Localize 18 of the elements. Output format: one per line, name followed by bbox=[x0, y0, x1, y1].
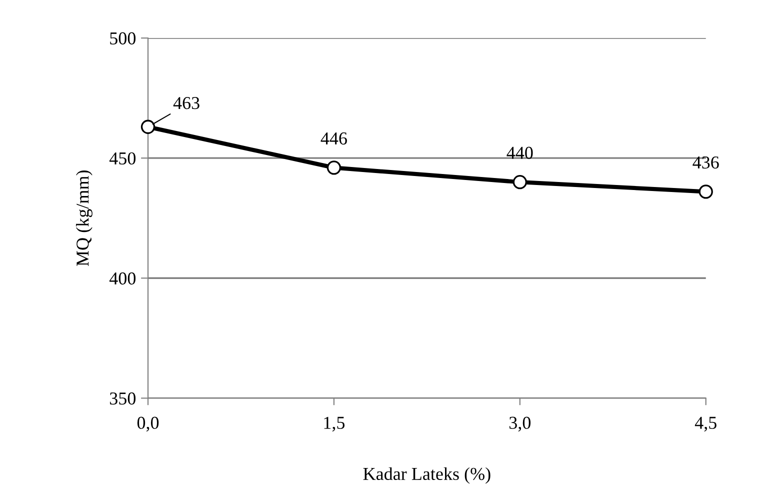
y-tick-label: 500 bbox=[110, 32, 136, 44]
point bbox=[512, 175, 527, 190]
x-tick-label: 4,5 bbox=[694, 416, 716, 432]
y-tick-label: 400 bbox=[109, 272, 136, 285]
data-label: 436 bbox=[692, 156, 719, 169]
data-label: 446 bbox=[320, 132, 347, 145]
point bbox=[326, 160, 342, 175]
point bbox=[698, 184, 713, 199]
x-tick-label: 3,0 bbox=[509, 416, 531, 432]
y-tick-label: 450 bbox=[109, 152, 136, 165]
y-axis-title: MQ (kg/mm) bbox=[76, 170, 92, 266]
point bbox=[140, 120, 156, 134]
y-tick-label: 350 bbox=[110, 392, 136, 405]
data-label: 463 bbox=[173, 97, 200, 110]
x-axis-title: Kadar Lateks (%) bbox=[363, 467, 490, 484]
data-label: 440 bbox=[506, 146, 533, 159]
x-tick-label: 0,0 bbox=[137, 416, 159, 432]
x-tick-label: 1,5 bbox=[324, 416, 345, 432]
